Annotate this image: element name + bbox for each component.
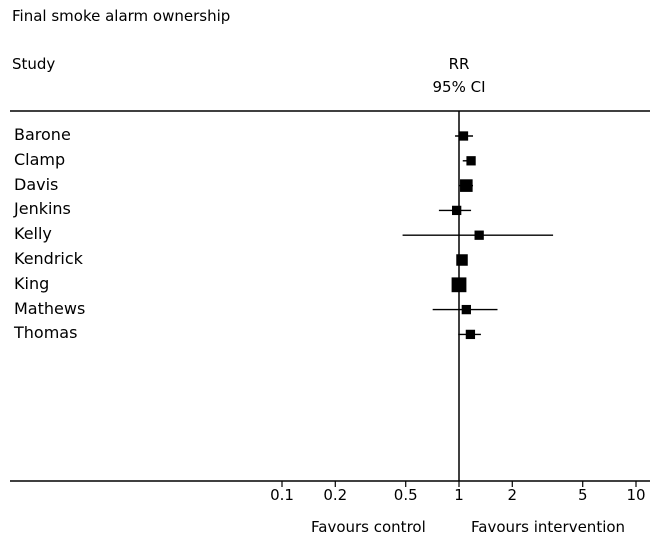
point-estimate — [452, 205, 462, 216]
study-label: Jenkins — [14, 199, 71, 219]
study-label: Kelly — [14, 224, 52, 244]
x-tick-label: 5 — [578, 486, 588, 504]
point-estimate — [451, 277, 467, 293]
study-label: Davis — [14, 174, 59, 194]
study-marks — [402, 131, 554, 340]
x-tick-label: 2 — [508, 486, 518, 504]
study-label: Thomas — [14, 323, 78, 343]
x-tick-label: 10 — [626, 486, 645, 504]
favours-intervention-label: Favours intervention — [471, 518, 626, 536]
point-estimate — [474, 230, 484, 240]
x-tick-label: 1 — [454, 486, 464, 504]
point-estimate — [465, 329, 476, 340]
study-label: King — [14, 273, 50, 293]
favours-control-label: Favours control — [311, 518, 426, 536]
point-estimate — [460, 179, 473, 192]
x-axis-ticks: 0.1 0.2 0.5 1 2 5 10 — [270, 481, 646, 504]
x-tick-label: 0.1 — [270, 486, 294, 504]
point-estimate — [466, 156, 476, 166]
rr-column-header: RR — [448, 55, 470, 73]
study-label: Kendrick — [14, 249, 83, 268]
study-column-header: Study — [12, 55, 56, 73]
ci-column-header: 95% CI — [432, 78, 486, 96]
x-tick-label: 0.2 — [323, 486, 347, 504]
study-label: Mathews — [14, 298, 86, 318]
point-estimate — [458, 131, 469, 141]
chart-title: Final smoke alarm ownership — [12, 7, 231, 25]
point-estimate — [456, 254, 468, 266]
study-label: Clamp — [14, 149, 66, 169]
study-label: Barone — [14, 125, 71, 144]
x-tick-label: 0.5 — [394, 486, 418, 504]
point-estimate — [461, 304, 471, 315]
